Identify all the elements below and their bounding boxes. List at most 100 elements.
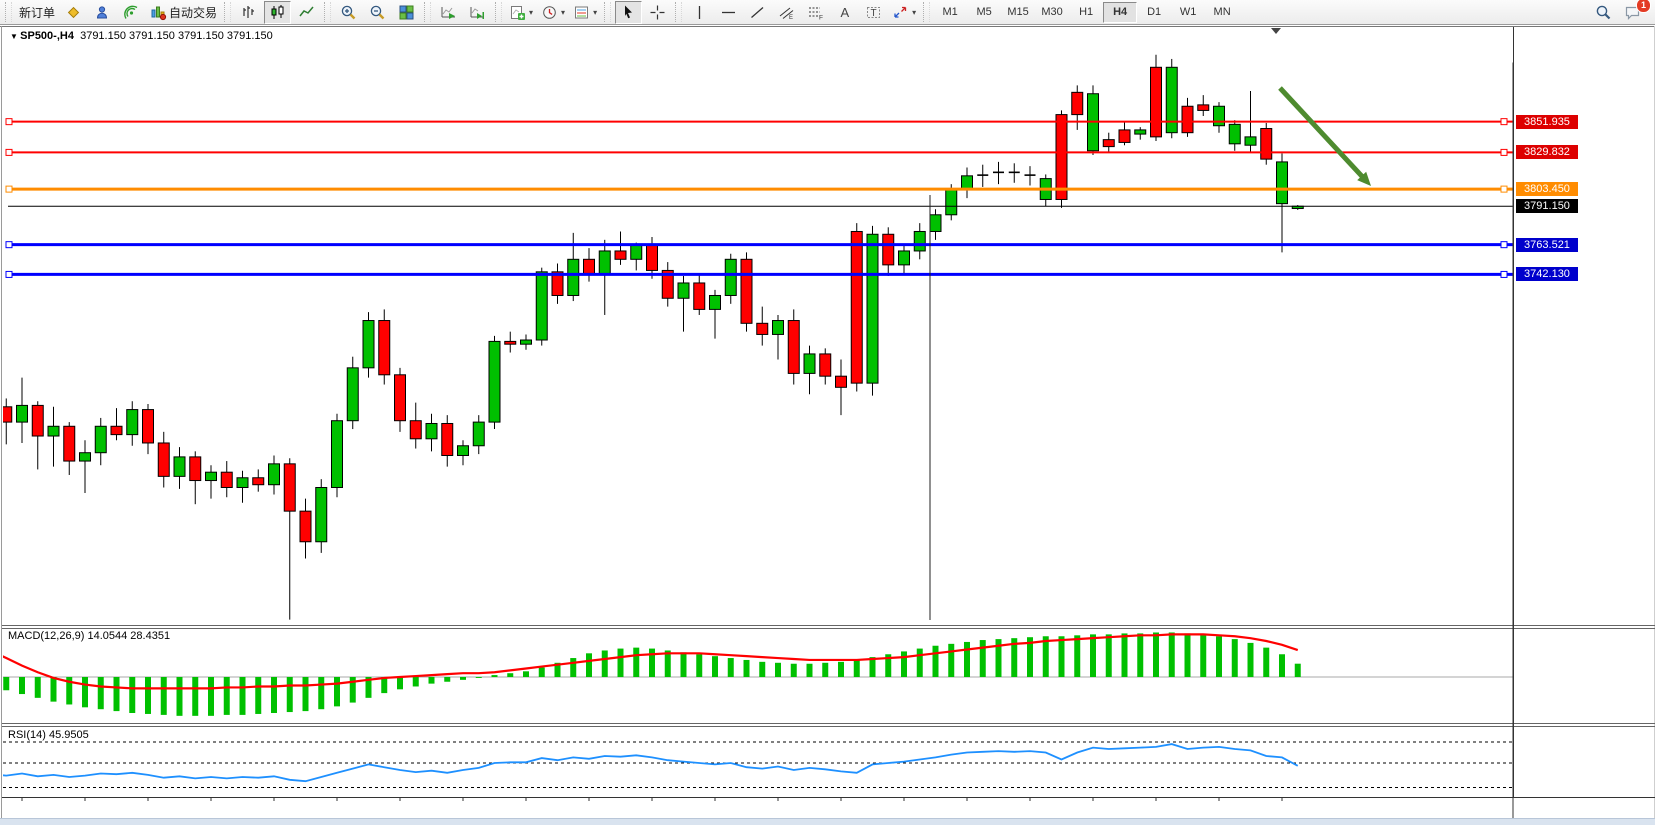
new-chart-button[interactable]: ▾	[506, 1, 536, 24]
search-button[interactable]	[1590, 1, 1617, 24]
zoom-out-icon	[369, 4, 386, 21]
toolbar-separator	[923, 2, 931, 22]
zoom-in-button[interactable]	[335, 1, 362, 24]
price-badge-resistance-1: 3851.935	[1516, 114, 1578, 129]
label-button[interactable]: T	[860, 1, 887, 24]
vline-icon	[691, 4, 708, 21]
chevron-down-icon: ▾	[561, 7, 566, 17]
timeframe-m15-button[interactable]: M15	[1007, 6, 1029, 18]
timeframe-h4-button[interactable]: H4	[1103, 1, 1138, 23]
vertical-line-button[interactable]	[686, 1, 713, 24]
price-tick-label: 3658.710	[1522, 383, 1568, 396]
macd-scale-label: -38.4314	[1522, 706, 1566, 719]
price-badge-current-price: 3791.150	[1516, 199, 1578, 214]
toolbar-separator	[424, 2, 432, 22]
price-tick-label: 3871.000	[1522, 88, 1568, 101]
window-bottom-edge	[0, 818, 1655, 825]
collapse-triangle-icon[interactable]: ▼	[10, 32, 21, 41]
candlestick-mode-button[interactable]	[264, 0, 292, 24]
horizontal-line-button[interactable]	[715, 1, 742, 24]
chart-shift-button[interactable]	[464, 1, 491, 24]
macd-scale-label: 0.00	[1522, 670, 1544, 682]
timeframe-mn-button[interactable]: MN	[1213, 6, 1231, 18]
timeframe-w1-button[interactable]: W1	[1179, 6, 1197, 18]
price-tick-label: 3540.850	[1522, 547, 1568, 560]
tiles-icon	[398, 4, 415, 21]
text-button[interactable]: A	[831, 1, 858, 24]
toolbar-grip	[5, 2, 12, 22]
rsi-indicator-label: RSI(14) 45.9505	[8, 729, 89, 741]
zoom-out-button[interactable]	[364, 1, 391, 24]
template-button[interactable]: ▾	[570, 1, 600, 24]
notifications-button[interactable]: 1	[1619, 0, 1651, 24]
price-tick-label: 3517.420	[1522, 580, 1568, 593]
svg-text:A: A	[841, 5, 850, 20]
price-tick-label: 3635.280	[1522, 416, 1568, 429]
signal-button[interactable]	[118, 1, 145, 24]
toolbar-separator	[675, 2, 683, 22]
price-tick-label: 3705.570	[1522, 318, 1568, 331]
rsi-scale-label: 0	[1522, 786, 1529, 798]
chevron-down-icon: ▾	[529, 7, 534, 17]
auto-trading-button-label: 自动交易	[169, 5, 218, 20]
trendline-button[interactable]	[744, 1, 771, 24]
fibonacci-button[interactable]: F	[802, 1, 829, 24]
price-tick-label: 3729.000	[1522, 285, 1568, 298]
toolbar-separator	[604, 2, 612, 22]
price-tick-label: 3587.710	[1522, 482, 1568, 495]
text-t-icon: T	[865, 4, 882, 21]
cursor-button[interactable]	[615, 0, 643, 24]
price-axis[interactable]: 3894.4303871.0003846.8603823.4303800.000…	[1513, 26, 1655, 798]
chevron-down-icon: ▾	[593, 7, 598, 17]
crosshair-icon	[649, 4, 666, 21]
symbol-ohlc-row: ▼ SP500-,H4 3791.150 3791.150 3791.150 3…	[10, 30, 273, 42]
data-window-button[interactable]	[89, 1, 116, 24]
channel-button[interactable]: E	[773, 1, 800, 24]
new-order-button[interactable]: 新订单	[16, 1, 58, 24]
search-icon	[1595, 4, 1612, 21]
cursor-icon	[620, 4, 637, 21]
arrows-icon	[892, 4, 909, 21]
price-tick-label: 3894.430	[1522, 55, 1568, 68]
timeframe-d1-button[interactable]: D1	[1147, 6, 1162, 18]
market-watch-button[interactable]	[60, 1, 87, 24]
tile-windows-button[interactable]	[393, 1, 420, 24]
ohlc-values: 3791.150 3791.150 3791.150 3791.150	[80, 30, 273, 42]
price-badge-pivot-line: 3803.450	[1516, 182, 1578, 197]
bars-icon	[240, 4, 257, 21]
price-badge-resistance-2: 3829.832	[1516, 145, 1578, 160]
line-chart-mode-button[interactable]	[293, 1, 320, 24]
price-tick-label: 3611.140	[1522, 449, 1568, 462]
channel-icon: E	[778, 4, 795, 21]
auto-scroll-button[interactable]	[435, 1, 462, 24]
price-tick-label: 3564.280	[1522, 514, 1568, 527]
rsi-scale-label: 50	[1522, 756, 1535, 768]
timeframe-m1-button[interactable]: M1	[942, 6, 958, 18]
toolbar-separator	[224, 2, 232, 22]
timeframe-h1-button[interactable]: H1	[1079, 6, 1094, 18]
period-button[interactable]: ▾	[538, 1, 568, 24]
price-tick-label: 3776.570	[1522, 219, 1568, 232]
auto-trading-button[interactable]: 自动交易	[147, 1, 220, 24]
timeframe-m5-button[interactable]: M5	[976, 6, 992, 18]
rsi-scale-label: 80	[1522, 735, 1535, 747]
price-badge-support-1: 3763.521	[1516, 237, 1578, 252]
macd-scale-label: 42.2214	[1522, 629, 1562, 642]
new-order-button-label: 新订单	[19, 5, 56, 20]
price-tick-label: 3493.990	[1522, 612, 1568, 625]
crosshair-button[interactable]	[644, 1, 671, 24]
arrows-button[interactable]: ▾	[889, 1, 919, 24]
chevron-down-icon: ▾	[912, 7, 917, 17]
timeframe-m30-button[interactable]: M30	[1041, 6, 1063, 18]
chart-window: ▼ SP500-,H4 3791.150 3791.150 3791.150 3…	[0, 26, 1655, 825]
candles-icon	[269, 4, 286, 21]
template-icon	[573, 4, 590, 21]
trend-arrow-object[interactable]	[1278, 86, 1367, 181]
toolbar-separator	[324, 2, 332, 22]
bar-chart-mode-button[interactable]	[235, 1, 262, 24]
time-axis[interactable]: 10 Oct 202211 Oct 00:0011 Oct 16:0012 Oc…	[0, 797, 1513, 819]
autoscroll-icon	[440, 4, 457, 21]
gold-diamond-icon	[65, 4, 82, 21]
trendline-icon	[749, 4, 766, 21]
